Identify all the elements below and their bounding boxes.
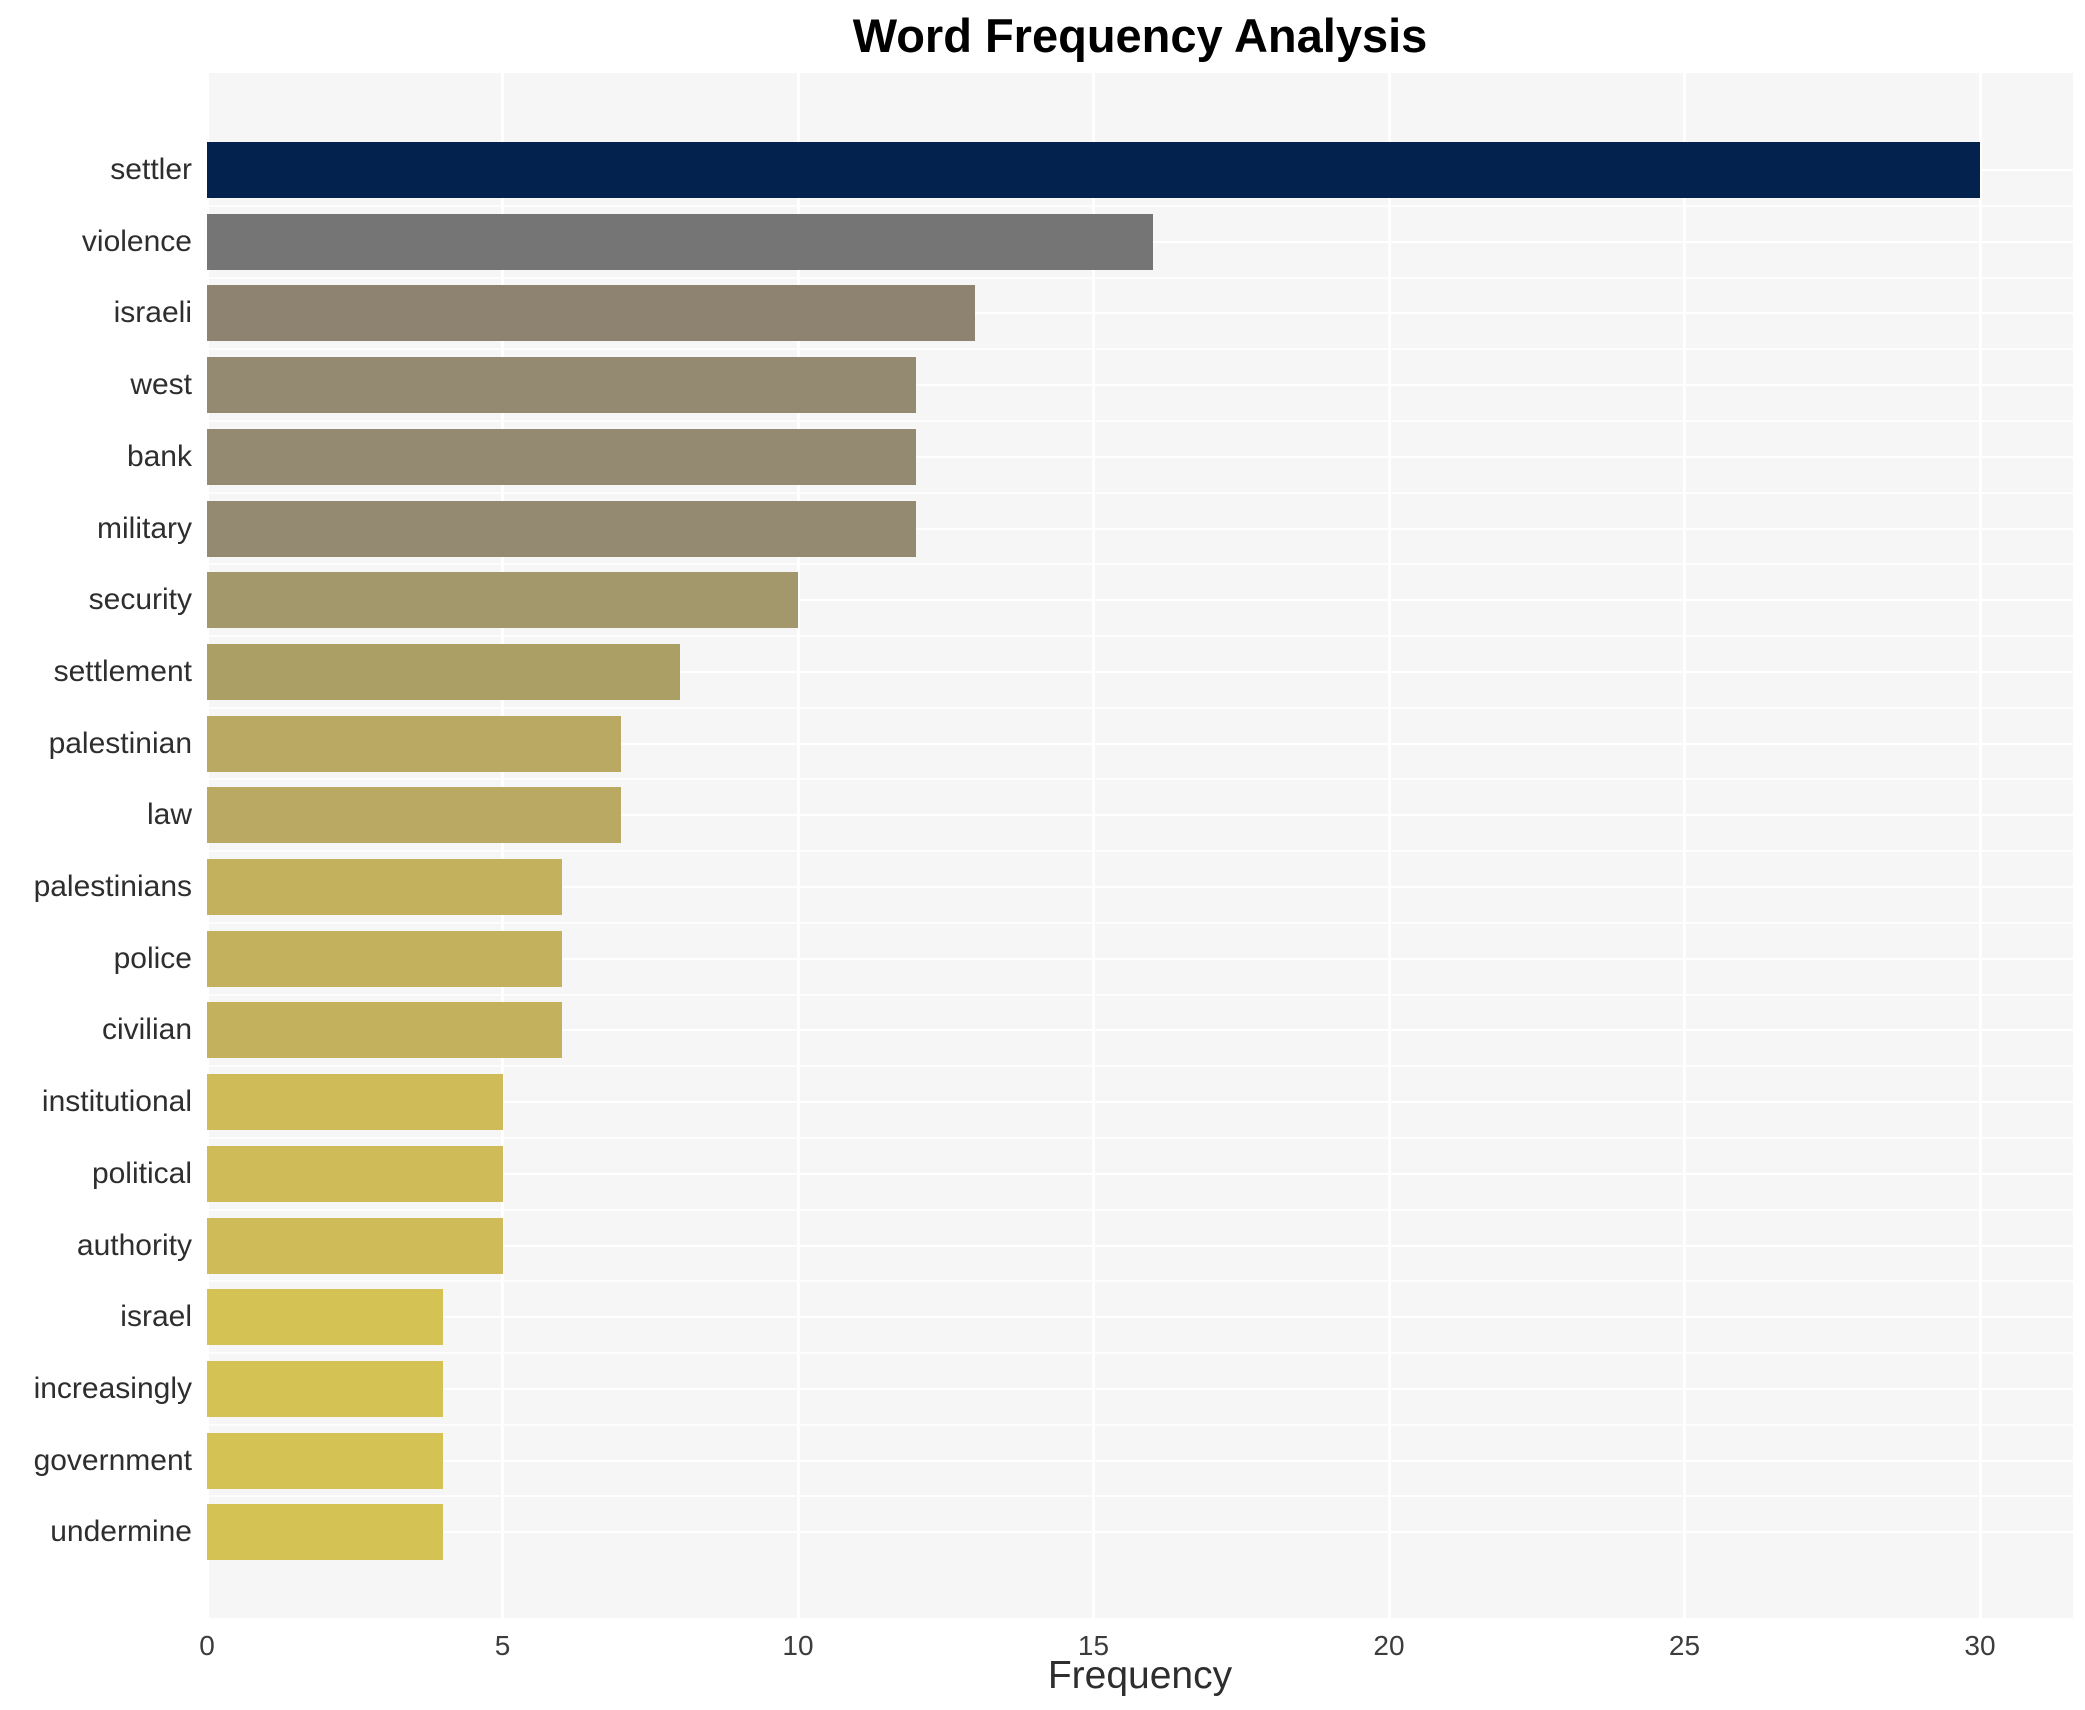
bar-institutional (207, 1074, 503, 1131)
row-separator (207, 635, 2073, 638)
bar-israeli (207, 285, 976, 342)
bar-violence (207, 213, 1153, 270)
bar-settlement (207, 643, 680, 700)
category-label-law: law (146, 798, 192, 832)
x-gridline-10 (796, 73, 800, 1618)
row-separator (207, 1280, 2073, 1283)
category-label-undermine: undermine (50, 1515, 192, 1549)
x-gridline-5 (501, 73, 504, 1618)
row-separator (207, 348, 2073, 351)
category-label-increasingly: increasingly (33, 1371, 192, 1405)
chart-title: Word Frequency Analysis (852, 9, 1428, 62)
y-gridline-authority (207, 1244, 2073, 1247)
category-label-police: police (113, 941, 192, 975)
category-label-west: west (130, 368, 192, 402)
y-gridline-political (207, 1172, 2073, 1175)
x-tick-label-30: 30 (1964, 1630, 1996, 1661)
category-label-palestinians: palestinians (33, 870, 192, 903)
bar-settler (207, 142, 1980, 198)
bar-military (207, 500, 917, 557)
bar-bank (207, 428, 917, 485)
y-gridline-institutional (207, 1101, 2073, 1104)
bar-police (207, 930, 562, 987)
row-separator (207, 850, 2073, 853)
category-label-institutional: institutional (41, 1085, 192, 1119)
x-gridline-25 (1683, 73, 1686, 1618)
row-separator (207, 204, 2073, 207)
x-tick-label-25: 25 (1668, 1630, 1701, 1661)
category-label-civilian: civilian (101, 1013, 192, 1047)
y-gridline-civilian (207, 1029, 2073, 1032)
x-gridline-15 (1092, 73, 1095, 1618)
y-gridline-government (207, 1459, 2073, 1462)
bar-palestinian (207, 715, 621, 772)
x-tick-label-15: 15 (1077, 1630, 1110, 1661)
row-separator (207, 276, 2073, 279)
category-label-political: political (91, 1156, 192, 1190)
bar-government (207, 1432, 444, 1489)
y-gridline-bank (207, 455, 2073, 458)
category-label-palestinian: palestinian (48, 726, 192, 760)
x-gridline-30 (1978, 73, 1982, 1618)
row-separator (207, 419, 2073, 422)
bar-authority (207, 1217, 503, 1274)
y-gridline-undermine (207, 1531, 2073, 1534)
row-separator (207, 1208, 2073, 1211)
y-gridline-west (207, 384, 2073, 387)
category-label-government: government (33, 1443, 192, 1477)
bar-undermine (207, 1504, 444, 1561)
bar-political (207, 1145, 503, 1202)
y-gridline-military (207, 527, 2073, 530)
bar-palestinians (207, 859, 562, 915)
x-gridline-0 (205, 73, 209, 1618)
category-label-settler: settler (110, 153, 192, 186)
bar-civilian (207, 1002, 562, 1059)
row-separator (207, 993, 2073, 996)
bar-law (207, 787, 621, 844)
y-gridline-palestinians (207, 886, 2073, 888)
y-gridline-security (207, 599, 2073, 602)
category-label-military: military (97, 511, 192, 545)
bar-west (207, 357, 917, 414)
row-separator (207, 1495, 2073, 1498)
y-gridline-israeli (207, 312, 2073, 315)
row-separator (207, 563, 2073, 566)
y-gridline-settlement (207, 670, 2073, 673)
x-tick-label-10: 10 (782, 1630, 814, 1661)
y-gridline-increasingly (207, 1387, 2073, 1390)
row-separator (207, 921, 2073, 924)
category-label-israeli: israeli (113, 296, 192, 330)
x-tick-label-0: 0 (199, 1630, 215, 1661)
category-label-bank: bank (126, 439, 192, 473)
x-tick-label-20: 20 (1373, 1630, 1405, 1661)
bar-increasingly (207, 1360, 444, 1417)
row-separator (207, 1136, 2073, 1139)
category-label-violence: violence (81, 224, 192, 258)
bar-israel (207, 1289, 444, 1346)
y-gridline-law (207, 814, 2073, 817)
row-separator (207, 1352, 2073, 1355)
category-label-security: security (88, 583, 192, 617)
category-label-israel: israel (120, 1300, 192, 1334)
row-separator (207, 778, 2073, 781)
row-separator (207, 1065, 2073, 1068)
x-gridline-20 (1387, 73, 1391, 1618)
x-tick-label-5: 5 (494, 1630, 511, 1661)
category-label-settlement: settlement (53, 654, 192, 688)
category-label-authority: authority (76, 1228, 192, 1262)
row-separator (207, 706, 2073, 709)
x-axis-title: Frequency (1047, 1654, 1233, 1697)
y-gridline-police (207, 957, 2073, 960)
row-separator (207, 1423, 2073, 1426)
bar-security (207, 572, 798, 629)
row-separator (207, 491, 2073, 494)
y-gridline-palestinian (207, 742, 2073, 745)
y-gridline-israel (207, 1316, 2073, 1319)
